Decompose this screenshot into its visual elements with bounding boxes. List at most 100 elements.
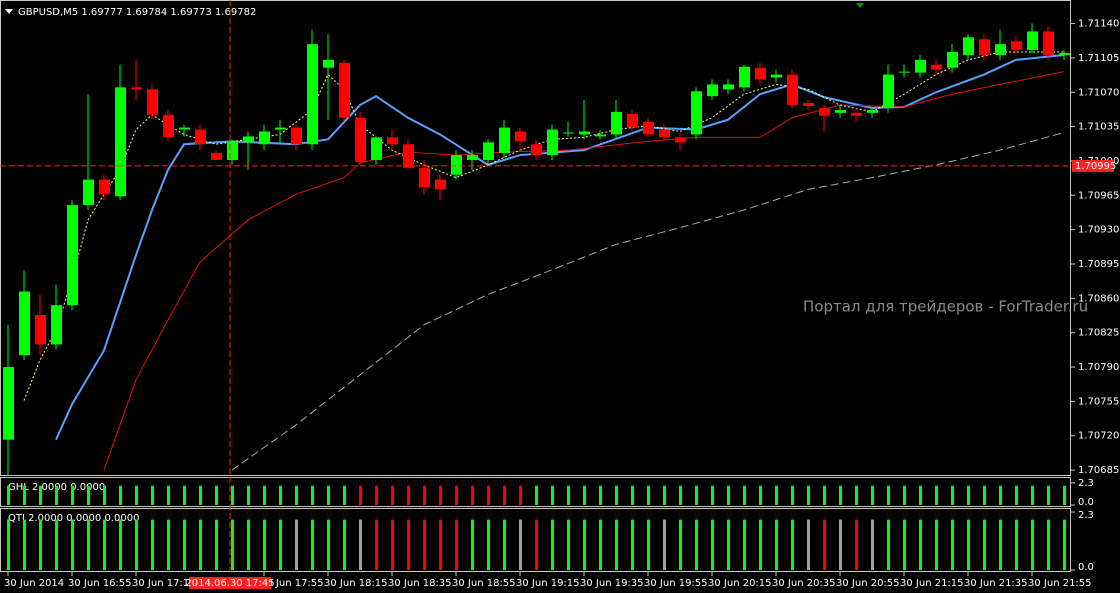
- panel-bar: [183, 485, 186, 505]
- x-tick-label: 30 Jun 20:55: [836, 578, 900, 589]
- panel-bar: [727, 485, 730, 505]
- candle-body: [915, 59, 926, 73]
- panel-bar: [359, 485, 362, 505]
- candle-body: [211, 153, 222, 160]
- candle-body: [931, 64, 942, 70]
- panel-bar: [455, 519, 458, 570]
- panel-bar: [823, 519, 826, 570]
- candle-body: [355, 117, 366, 162]
- menu-arrow[interactable]: [5, 9, 13, 14]
- candle-body: [307, 44, 318, 145]
- indicator-line: [231, 132, 1065, 471]
- panel-bar: [679, 519, 682, 570]
- candle-body: [243, 136, 254, 143]
- panel-bar: [375, 485, 378, 505]
- panel-bar: [23, 485, 26, 505]
- panel-bar: [583, 485, 586, 505]
- x-tick-label: 30 Jun 19:15: [516, 578, 580, 589]
- panel-y-tick-label: 0.0: [1078, 497, 1094, 508]
- candle-body: [771, 74, 782, 78]
- panel-bar: [983, 485, 986, 505]
- panel-bar: [87, 519, 90, 570]
- panel-bar: [407, 519, 410, 570]
- panel-bar: [583, 519, 586, 570]
- panel-bar: [887, 519, 890, 570]
- panel-bar: [615, 485, 618, 505]
- candle-body: [643, 121, 654, 135]
- panel-bar: [871, 485, 874, 505]
- panel-bar: [791, 519, 794, 570]
- panel-bar: [135, 485, 138, 505]
- panel-bar: [631, 485, 634, 505]
- y-tick-label: 1.71140: [1078, 19, 1119, 30]
- panel-bar: [871, 519, 874, 570]
- symbol-header: GBPUSD,M5 1.69777 1.69784 1.69773 1.6978…: [18, 7, 256, 18]
- panel-bar: [503, 519, 506, 570]
- panel-bar: [471, 485, 474, 505]
- candle-body: [611, 111, 622, 135]
- panel-bar: [1047, 485, 1050, 505]
- x-tick-label: 30 Jun 16:55: [68, 578, 132, 589]
- x-tick-label: 30 Jun 20:35: [772, 578, 836, 589]
- panel-bar: [119, 485, 122, 505]
- y-tick-label: 1.70965: [1078, 190, 1119, 201]
- candle-body: [83, 179, 94, 206]
- panel-bar: [199, 519, 202, 570]
- panel-bar: [71, 485, 74, 505]
- panel-bar: [423, 519, 426, 570]
- candle-body: [403, 144, 414, 168]
- candle-body: [755, 67, 766, 80]
- panel-bar: [519, 485, 522, 505]
- candle-body: [899, 71, 910, 73]
- candle-body: [67, 205, 78, 306]
- panel-y-tick-label: 2.3: [1078, 510, 1094, 521]
- panel-bar: [887, 485, 890, 505]
- panel-y-tick-label: 2.3: [1078, 478, 1094, 489]
- panel-bar: [167, 485, 170, 505]
- x-tick-label: 30 Jun 21:55: [1028, 578, 1092, 589]
- candle-body: [195, 129, 206, 145]
- panel-bar: [311, 485, 314, 505]
- panel-bar: [1031, 519, 1034, 570]
- panel-bar: [967, 485, 970, 505]
- candle-body: [115, 87, 126, 197]
- panel-bar: [775, 485, 778, 505]
- candle-body: [883, 74, 894, 108]
- panel-bar: [407, 485, 410, 505]
- y-tick-label: 1.71035: [1078, 122, 1119, 133]
- panel-bar: [151, 485, 154, 505]
- candle-body: [1027, 31, 1038, 51]
- panel-bar: [535, 485, 538, 505]
- panel-bar: [999, 519, 1002, 570]
- x-tick-label: 30 Jun 21:15: [900, 578, 964, 589]
- panel-bar: [359, 519, 362, 570]
- panel-bar: [855, 519, 858, 570]
- crosshair-time-box: [189, 577, 271, 589]
- panel-bar: [327, 519, 330, 570]
- panel-bar: [999, 485, 1002, 505]
- panel-bar: [743, 519, 746, 570]
- panel-bar: [231, 519, 234, 570]
- panel-bar: [87, 485, 90, 505]
- main-panel-frame: [0, 0, 1071, 476]
- panel-bar: [103, 519, 106, 570]
- panel-bar: [631, 519, 634, 570]
- panel-bar: [263, 519, 266, 570]
- x-tick-label: 30 Jun 20:15: [708, 578, 772, 589]
- candle-body: [515, 131, 526, 142]
- y-tick-label: 1.70685: [1078, 465, 1119, 476]
- candle-body: [947, 52, 958, 68]
- candle-body: [435, 179, 446, 190]
- candle-body: [467, 155, 478, 160]
- panel-bar: [839, 519, 842, 570]
- y-tick-label: 1.70720: [1078, 431, 1119, 442]
- panel-bar: [327, 485, 330, 505]
- candle-body: [51, 305, 62, 345]
- panel-bar: [263, 485, 266, 505]
- panel-bar: [1015, 519, 1018, 570]
- x-tick-label: 30 Jun 18:15: [324, 578, 388, 589]
- panel-bar: [439, 519, 442, 570]
- candle-body: [595, 134, 606, 137]
